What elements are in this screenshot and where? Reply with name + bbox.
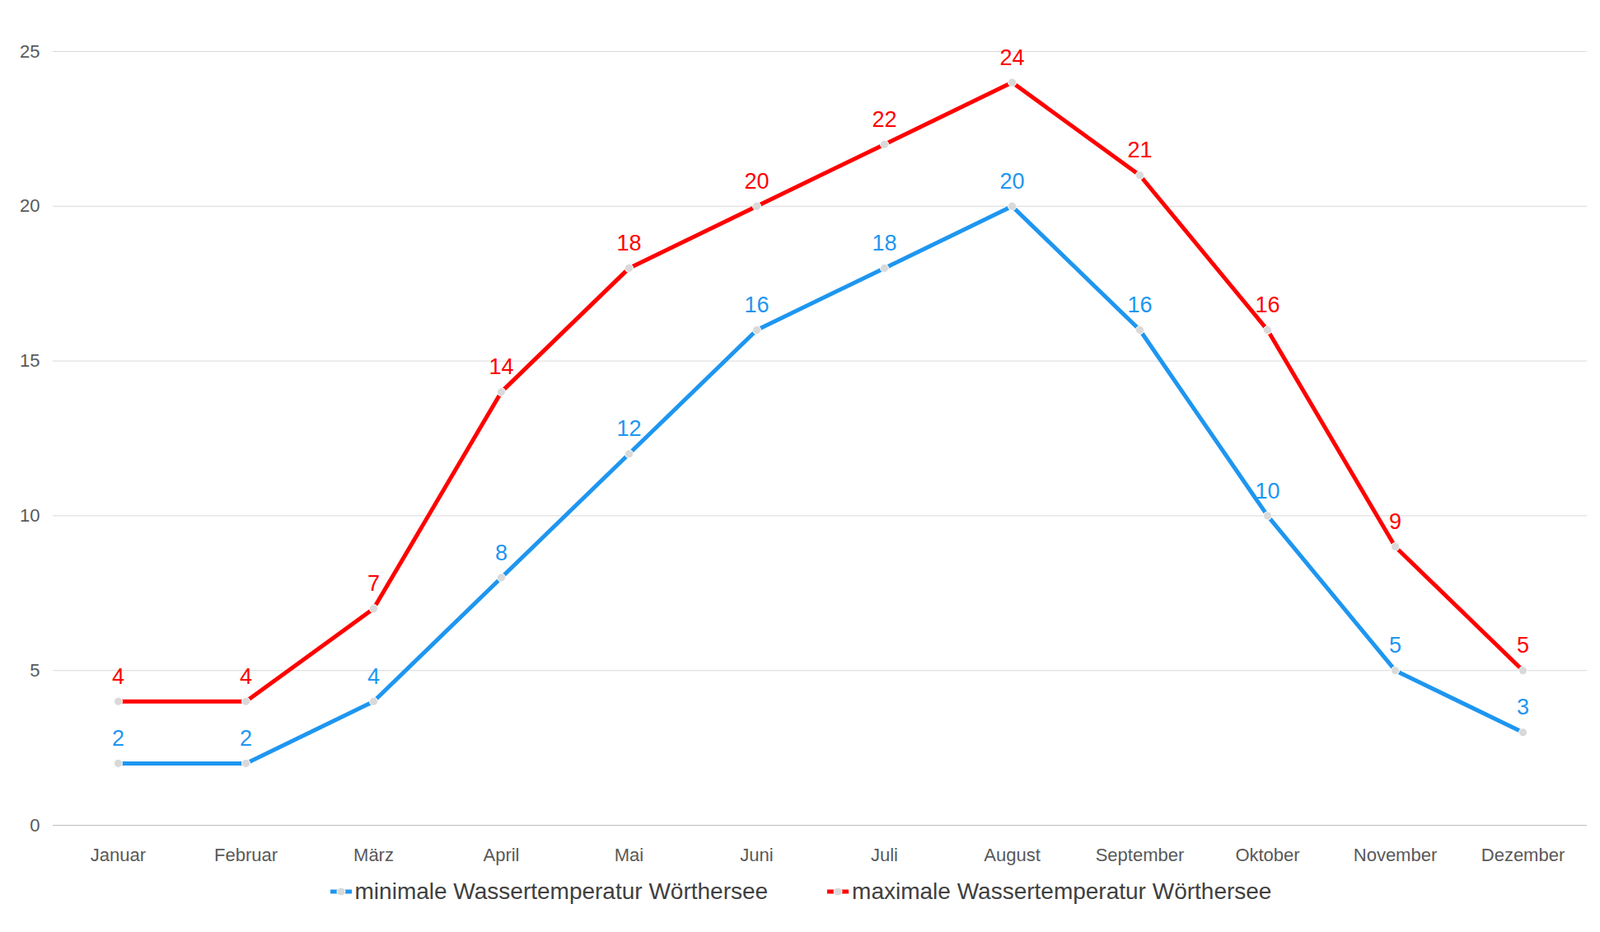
svg-text:August: August xyxy=(983,844,1041,866)
svg-text:2: 2 xyxy=(112,725,125,751)
svg-text:12: 12 xyxy=(616,416,641,441)
svg-text:18: 18 xyxy=(871,230,897,256)
svg-text:20: 20 xyxy=(19,195,40,216)
svg-text:April: April xyxy=(482,844,520,866)
svg-text:10: 10 xyxy=(19,505,40,526)
svg-text:Dezember: Dezember xyxy=(1481,844,1565,866)
svg-text:25: 25 xyxy=(19,41,40,62)
svg-text:4: 4 xyxy=(239,664,253,689)
svg-text:18: 18 xyxy=(616,230,641,256)
svg-text:16: 16 xyxy=(1254,292,1280,318)
svg-text:21: 21 xyxy=(1127,137,1152,163)
svg-text:20: 20 xyxy=(743,168,769,194)
svg-text:5: 5 xyxy=(1389,632,1402,658)
svg-text:9: 9 xyxy=(1389,509,1402,534)
svg-text:November: November xyxy=(1353,844,1437,866)
svg-text:8: 8 xyxy=(495,540,508,566)
svg-text:5: 5 xyxy=(29,659,40,681)
svg-text:Mai: Mai xyxy=(614,844,644,866)
svg-text:4: 4 xyxy=(367,664,380,689)
svg-text:20: 20 xyxy=(999,168,1025,194)
svg-text:7: 7 xyxy=(367,570,380,596)
svg-text:24: 24 xyxy=(999,45,1025,71)
svg-text:16: 16 xyxy=(743,292,769,318)
html-text:maximale Wassertemperatur Wört: maximale Wassertemperatur Wörthersee xyxy=(851,878,1272,904)
svg-text:September: September xyxy=(1095,844,1185,866)
svg-text:14: 14 xyxy=(488,354,514,379)
svg-text:Juli: Juli xyxy=(870,844,899,866)
svg-text:März: März xyxy=(353,844,394,866)
svg-text:3: 3 xyxy=(1516,694,1530,720)
svg-text:Januar: Januar xyxy=(90,844,146,866)
svg-text:2: 2 xyxy=(239,725,253,751)
svg-text:16: 16 xyxy=(1127,292,1152,318)
svg-text:5: 5 xyxy=(1516,632,1530,658)
svg-text:0: 0 xyxy=(29,814,40,836)
svg-text:Februar: Februar xyxy=(214,844,278,866)
svg-text:10: 10 xyxy=(1254,478,1280,504)
svg-text:4: 4 xyxy=(112,664,125,689)
svg-text:22: 22 xyxy=(871,107,897,132)
svg-text:Oktober: Oktober xyxy=(1235,844,1300,866)
svg-text:Juni: Juni xyxy=(739,844,773,866)
svg-text:15: 15 xyxy=(19,350,40,371)
html-text:minimale Wassertemperatur Wört: minimale Wassertemperatur Wörthersee xyxy=(354,878,768,904)
